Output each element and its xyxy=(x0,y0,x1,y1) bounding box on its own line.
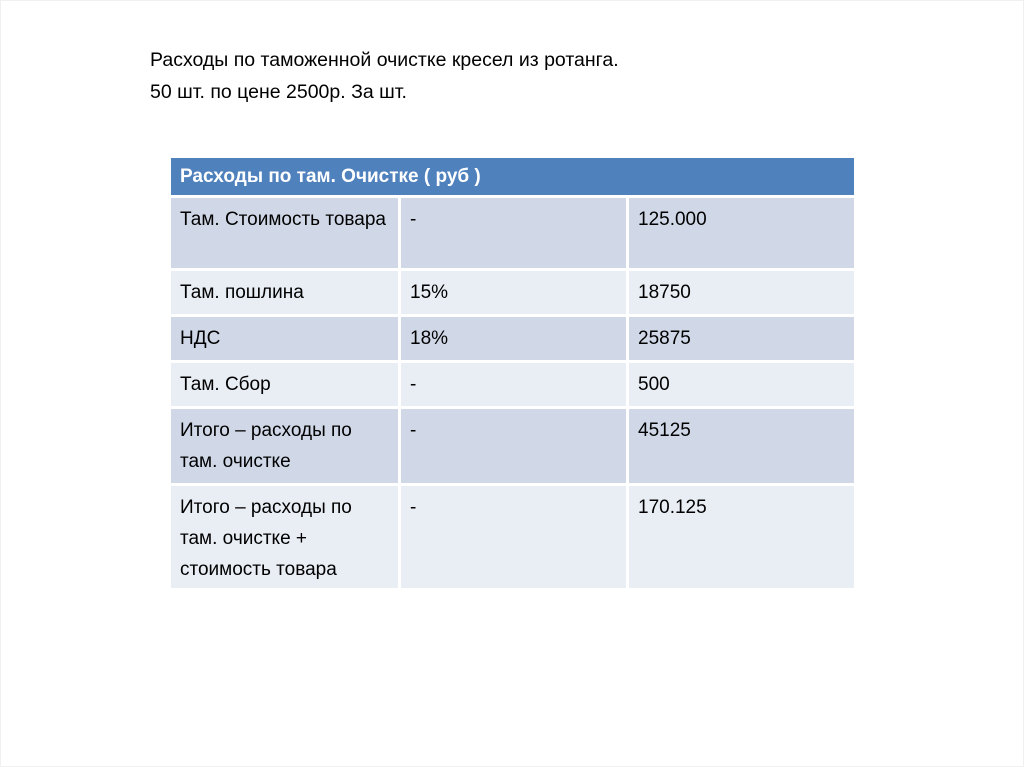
table-header: Расходы по там. Очистке ( руб ) xyxy=(171,158,854,195)
row-value: 170.125 xyxy=(629,486,854,588)
table-row: Итого – расходы по там. очистке - 45125 xyxy=(171,409,854,483)
row-value: 18750 xyxy=(629,271,854,314)
table-row: Итого – расходы по там. очистке + стоимо… xyxy=(171,486,854,588)
row-value: 45125 xyxy=(629,409,854,483)
row-value: 25875 xyxy=(629,317,854,360)
row-label: Итого – расходы по там. очистке + стоимо… xyxy=(171,486,398,588)
title-line-2: 50 шт. по цене 2500р. За шт. xyxy=(150,81,407,103)
row-rate: - xyxy=(401,363,626,406)
title-line-1: Расходы по таможенной очистке кресел из … xyxy=(150,49,619,71)
row-label: Там. пошлина xyxy=(171,271,398,314)
table-row: Там. Сбор - 500 xyxy=(171,363,854,406)
row-rate: - xyxy=(401,486,626,588)
row-label: Там. Сбор xyxy=(171,363,398,406)
table-row: Там. Стоимость товара - 125.000 xyxy=(171,198,854,268)
table-row: Там. пошлина 15% 18750 xyxy=(171,271,854,314)
row-label: Итого – расходы по там. очистке xyxy=(171,409,398,483)
row-rate: - xyxy=(401,409,626,483)
row-value: 500 xyxy=(629,363,854,406)
table-row: НДС 18% 25875 xyxy=(171,317,854,360)
row-rate: - xyxy=(401,198,626,268)
slide-title: Расходы по таможенной очистке кресел из … xyxy=(150,44,619,108)
row-rate: 18% xyxy=(401,317,626,360)
table-header-row: Расходы по там. Очистке ( руб ) xyxy=(171,158,854,195)
row-label: Там. Стоимость товара xyxy=(171,198,398,268)
customs-costs-table: Расходы по там. Очистке ( руб ) Там. Сто… xyxy=(168,155,857,591)
row-rate: 15% xyxy=(401,271,626,314)
row-value: 125.000 xyxy=(629,198,854,268)
row-label: НДС xyxy=(171,317,398,360)
